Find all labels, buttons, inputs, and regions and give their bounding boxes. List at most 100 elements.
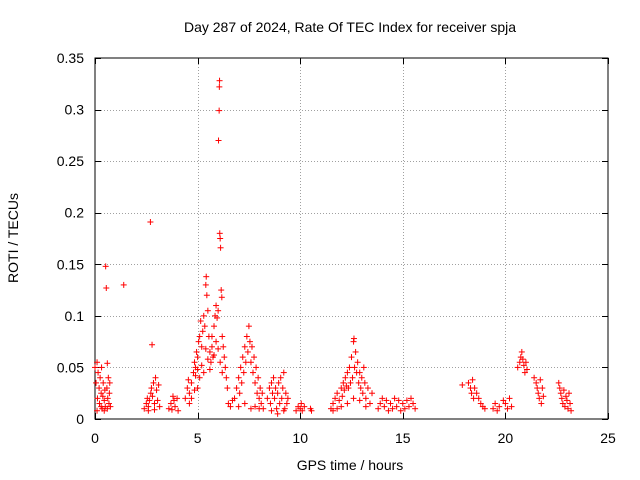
- data-point: [243, 333, 250, 340]
- data-point: [186, 400, 193, 407]
- data-point: [227, 403, 234, 410]
- data-point: [153, 387, 160, 394]
- data-point: [391, 395, 398, 402]
- data-point: [558, 395, 565, 402]
- data-point: [364, 385, 371, 392]
- x-tick-label: 0: [91, 430, 99, 446]
- x-axis-label: GPS time / hours: [297, 457, 404, 473]
- data-point: [207, 359, 214, 366]
- data-point: [534, 385, 541, 392]
- data-point: [174, 395, 181, 402]
- x-tick-label: 5: [194, 430, 202, 446]
- data-point: [196, 374, 203, 381]
- data-point: [244, 348, 251, 355]
- data-point: [271, 395, 278, 402]
- data-point: [201, 323, 208, 330]
- data-point: [561, 403, 568, 410]
- data-point: [256, 405, 263, 412]
- data-point: [496, 403, 503, 410]
- data-point: [93, 379, 100, 386]
- data-point: [270, 374, 277, 381]
- data-point: [405, 403, 412, 410]
- data-point: [141, 405, 148, 412]
- data-point: [235, 403, 242, 410]
- data-point: [200, 312, 207, 319]
- axis-ticks: 0 5 10 15 20 25 0 0.05 0.1 0.15 0.2 0.25 0.3 0.35: [57, 50, 616, 446]
- data-point: [96, 385, 103, 392]
- data-point: [514, 364, 521, 371]
- data-point: [280, 369, 287, 376]
- data-point: [560, 387, 567, 394]
- data-point: [231, 395, 238, 402]
- data-point: [214, 314, 221, 321]
- data-point: [334, 405, 341, 412]
- data-point: [186, 390, 193, 397]
- data-point: [241, 343, 248, 350]
- grid: [95, 58, 608, 419]
- data-point: [272, 385, 279, 392]
- data-point: [299, 407, 306, 414]
- y-tick-label: 0.2: [65, 205, 85, 221]
- data-point: [101, 407, 108, 414]
- data-point: [567, 400, 574, 407]
- data-point: [389, 405, 396, 412]
- data-point: [215, 137, 222, 144]
- data-point: [172, 403, 179, 410]
- data-point: [350, 395, 357, 402]
- data-point: [213, 338, 220, 345]
- data-point: [97, 374, 104, 381]
- data-point: [410, 400, 417, 407]
- data-point: [204, 356, 211, 363]
- data-point: [247, 405, 254, 412]
- chart-title: Day 287 of 2024, Rate Of TEC Index for r…: [184, 19, 516, 35]
- data-point: [360, 364, 367, 371]
- data-point: [219, 369, 226, 376]
- data-point: [194, 385, 201, 392]
- data-point: [348, 354, 355, 361]
- data-point: [357, 385, 364, 392]
- data-point: [535, 390, 542, 397]
- y-tick-label: 0.25: [57, 153, 84, 169]
- data-point: [298, 400, 305, 407]
- data-point: [241, 400, 248, 407]
- data-point: [500, 397, 507, 404]
- data-point: [206, 366, 213, 373]
- data-point: [523, 366, 530, 373]
- data-point: [521, 369, 528, 376]
- data-point: [190, 369, 197, 376]
- data-point: [268, 407, 275, 414]
- data-point: [355, 379, 362, 386]
- data-point: [191, 359, 198, 366]
- data-point: [264, 395, 271, 402]
- data-point: [168, 406, 175, 413]
- data-point: [276, 400, 283, 407]
- data-point: [100, 379, 107, 386]
- data-point: [330, 407, 337, 414]
- data-point: [149, 393, 156, 400]
- data-point: [377, 400, 384, 407]
- data-point: [102, 263, 109, 270]
- data-point: [339, 393, 346, 400]
- data-point: [345, 385, 352, 392]
- data-point: [375, 405, 382, 412]
- data-point: [259, 390, 266, 397]
- data-point: [151, 400, 158, 407]
- data-point: [537, 376, 544, 383]
- data-point: [282, 390, 289, 397]
- data-point: [401, 405, 408, 412]
- data-point: [518, 348, 525, 355]
- data-point: [473, 390, 480, 397]
- data-point: [239, 354, 246, 361]
- data-point: [273, 405, 280, 412]
- data-point: [98, 390, 105, 397]
- data-point: [469, 376, 476, 383]
- data-point: [350, 335, 357, 342]
- data-point: [351, 364, 358, 371]
- data-point: [344, 400, 351, 407]
- data-point: [196, 333, 203, 340]
- data-point: [203, 273, 210, 280]
- data-point: [105, 374, 112, 381]
- data-point: [188, 395, 195, 402]
- y-tick-label: 0.15: [57, 256, 84, 272]
- data-point: [225, 400, 232, 407]
